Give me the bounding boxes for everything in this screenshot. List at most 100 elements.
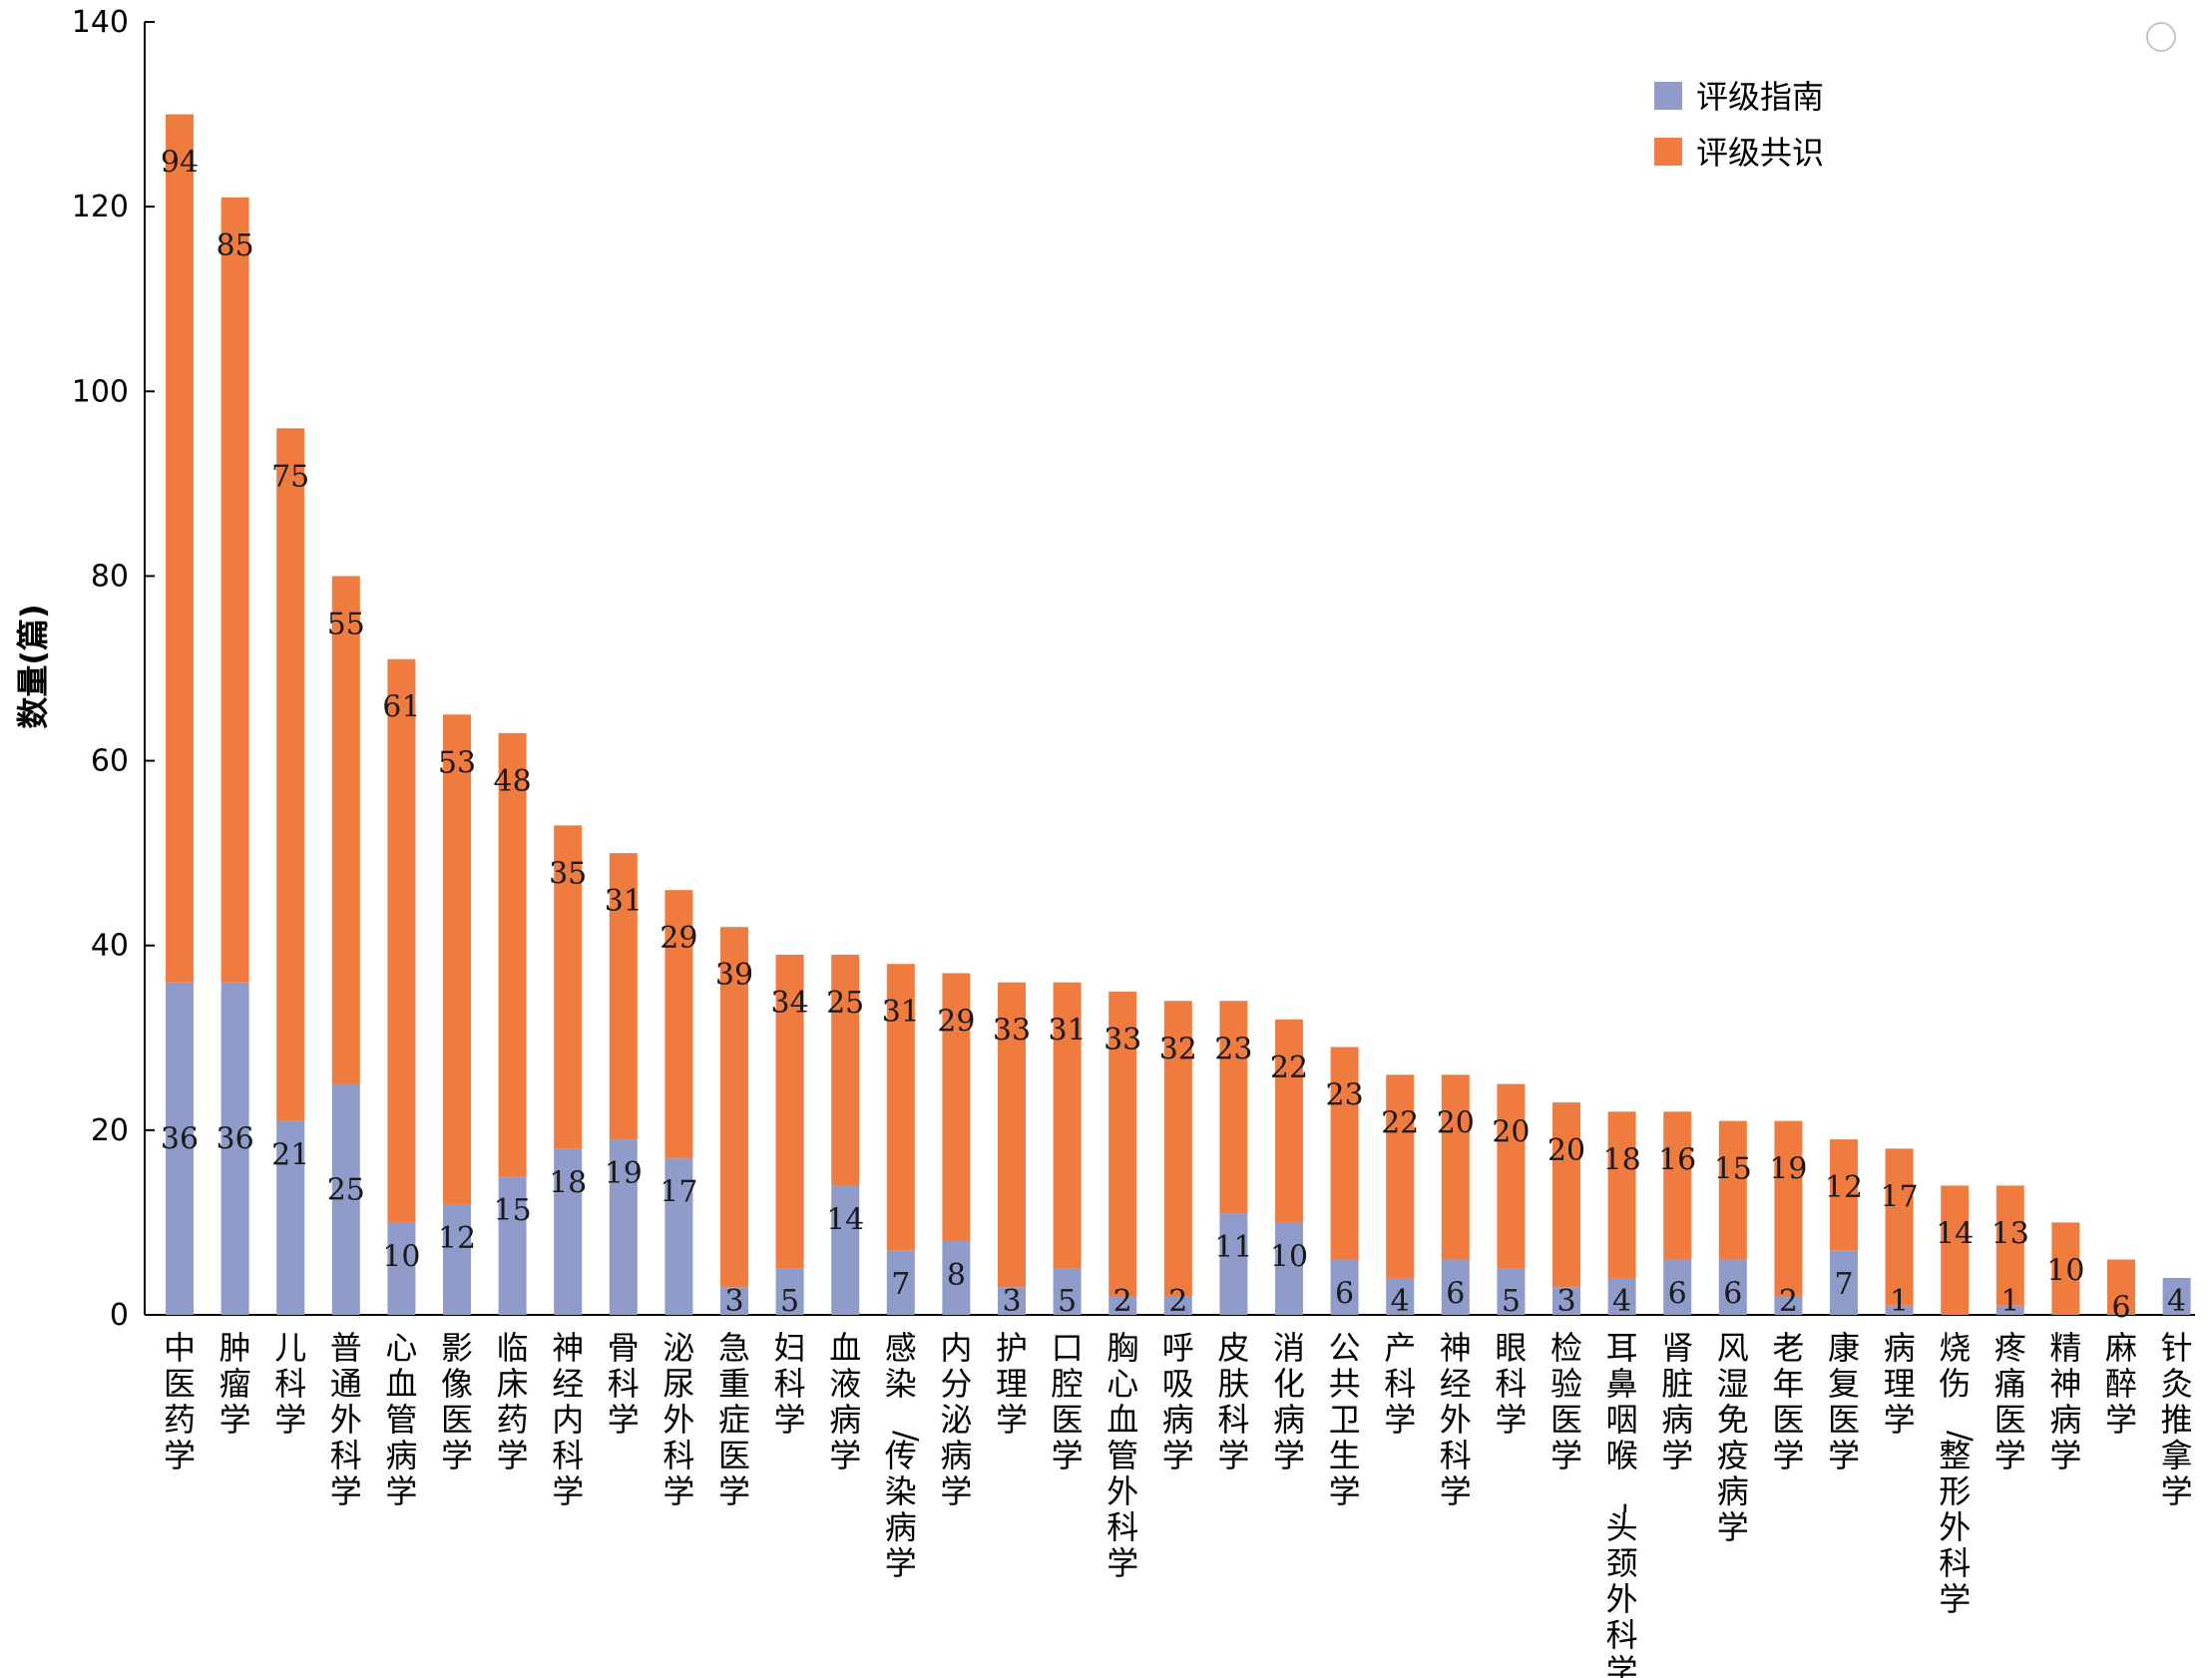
bar-segment-guideline: [1108, 1296, 1137, 1315]
bar-segment-guideline: [1718, 1259, 1747, 1315]
legend-label: 评级共识: [1696, 134, 1824, 172]
bar-segment-consensus: [1053, 982, 1082, 1269]
watermark: [2146, 22, 2184, 52]
bar-segment-consensus: [1995, 1185, 2024, 1306]
data-label-consensus: 31: [1049, 1014, 1087, 1049]
data-label-consensus: 85: [217, 228, 254, 263]
category-label: 临床药学: [497, 1329, 529, 1474]
bar-segment-consensus: [1830, 1139, 1858, 1251]
bar-segment-guideline: [1219, 1213, 1248, 1315]
category-label: 耳鼻咽喉-头颈外科学: [1606, 1329, 1646, 1678]
bar-segment-guideline: [831, 1185, 860, 1315]
data-label-consensus: 33: [1104, 1023, 1141, 1057]
bar-segment-consensus: [1885, 1148, 1914, 1306]
category-label: 消化病学: [1273, 1329, 1305, 1474]
bar-segment-guideline: [1386, 1277, 1415, 1315]
bar-segment-consensus: [998, 982, 1026, 1288]
bar-segment-guideline: [1885, 1305, 1914, 1315]
bar-segment-consensus: [2051, 1222, 2080, 1315]
bar-segment-consensus: [1607, 1111, 1636, 1278]
category-labels: 中医药学肿瘤学儿科学普通外科学心血管病学影像医学临床药学神经内科学骨科学泌尿外科…: [164, 1329, 2193, 1678]
category-label: 老年医学: [1772, 1329, 1804, 1474]
data-label-guideline: 4: [1391, 1284, 1410, 1319]
data-label-consensus: 55: [327, 607, 365, 641]
bar-segment-consensus: [1441, 1074, 1470, 1260]
data-label-guideline: 2: [1779, 1284, 1798, 1319]
category-label: 烧伤/整形外科学: [1939, 1329, 1980, 1618]
category-label: 内分泌病学: [940, 1329, 972, 1510]
category-label: 眼科学: [1495, 1329, 1527, 1439]
data-label-consensus: 33: [993, 1014, 1031, 1049]
bar-segment-guideline: [1830, 1250, 1858, 1315]
data-label-consensus: 25: [826, 986, 864, 1021]
bar-segment-guideline: [664, 1157, 693, 1315]
data-label-guideline: 17: [660, 1175, 697, 1210]
data-label-guideline: 36: [161, 1121, 199, 1156]
y-tick-label: 80: [91, 559, 129, 594]
category-label: 急重症医学: [718, 1329, 750, 1510]
bar-segment-guideline: [998, 1287, 1026, 1315]
data-label-consensus: 34: [771, 986, 809, 1021]
data-label-guideline: 2: [1113, 1284, 1132, 1319]
bar-segment-consensus: [443, 714, 471, 1204]
data-label-guideline: 6: [1668, 1276, 1687, 1311]
y-tick-label: 60: [91, 744, 129, 779]
y-tick-label: 20: [91, 1113, 129, 1148]
bar-segment-consensus: [498, 732, 527, 1177]
bar-segment-consensus: [886, 964, 915, 1251]
data-label-consensus: 29: [660, 921, 697, 956]
category-label: 口腔医学: [1052, 1329, 1084, 1474]
bar-segment-consensus: [221, 197, 249, 983]
data-label-guideline: 6: [1335, 1276, 1354, 1311]
bar-segment-guideline: [1330, 1259, 1359, 1315]
data-label-consensus: 75: [271, 459, 309, 494]
data-label-consensus: 14: [1936, 1216, 1974, 1251]
bar-segment-consensus: [1108, 992, 1137, 1297]
data-label-guideline: 21: [271, 1138, 309, 1173]
y-tick-label: 100: [72, 374, 129, 409]
bar-segment-consensus: [1663, 1111, 1692, 1260]
bar-segment-consensus: [1552, 1102, 1580, 1288]
category-label: 病理学: [1884, 1329, 1916, 1439]
data-label-consensus: 15: [1714, 1152, 1752, 1187]
bar-segment-consensus: [720, 927, 748, 1288]
data-label-consensus: 23: [1214, 1032, 1252, 1066]
bar-segment-guideline: [331, 1083, 360, 1315]
bar-segment-consensus: [1941, 1185, 1970, 1315]
data-label-guideline: 2: [1168, 1284, 1187, 1319]
category-label: 护理学: [996, 1329, 1028, 1439]
data-label-consensus: 32: [1159, 1032, 1197, 1066]
data-label-guideline: 4: [2167, 1284, 2186, 1319]
bar-segment-consensus: [331, 576, 360, 1084]
data-label-guideline: 7: [1834, 1267, 1853, 1302]
category-label: 康复医学: [1828, 1329, 1860, 1474]
bar-segment-consensus: [831, 954, 860, 1186]
category-label: 心血管病学: [385, 1329, 417, 1510]
data-label-guideline: 11: [1214, 1230, 1252, 1265]
data-label-guideline: 1: [1890, 1284, 1909, 1319]
category-label: 皮肤科学: [1217, 1329, 1249, 1474]
bar-segment-consensus: [775, 954, 804, 1269]
data-label-consensus: 23: [1326, 1078, 1364, 1113]
category-label: 呼吸病学: [1162, 1329, 1194, 1474]
legend-swatch: [1654, 138, 1682, 166]
category-label: 公共卫生学: [1329, 1329, 1361, 1510]
data-label-consensus: 16: [1658, 1142, 1696, 1177]
bar-segment-guideline: [387, 1222, 416, 1315]
data-label-guideline: 5: [780, 1284, 799, 1319]
bar-segment-guideline: [942, 1240, 971, 1315]
y-axis-label: 数量(篇): [14, 604, 52, 728]
category-label: 胸心血管外科学: [1106, 1329, 1138, 1582]
data-label-consensus: 20: [1492, 1115, 1530, 1150]
bar-segment-guideline: [443, 1203, 471, 1315]
category-label: 血液病学: [829, 1329, 861, 1474]
legend-label: 评级指南: [1696, 78, 1824, 116]
data-label-consensus: 22: [1381, 1105, 1419, 1140]
data-label-guideline: 36: [217, 1121, 254, 1156]
bar-segment-guideline: [166, 982, 194, 1315]
data-label-guideline: 12: [438, 1221, 476, 1256]
bar-segment-consensus: [1219, 1001, 1248, 1214]
bar-segment-consensus: [1163, 1001, 1192, 1297]
